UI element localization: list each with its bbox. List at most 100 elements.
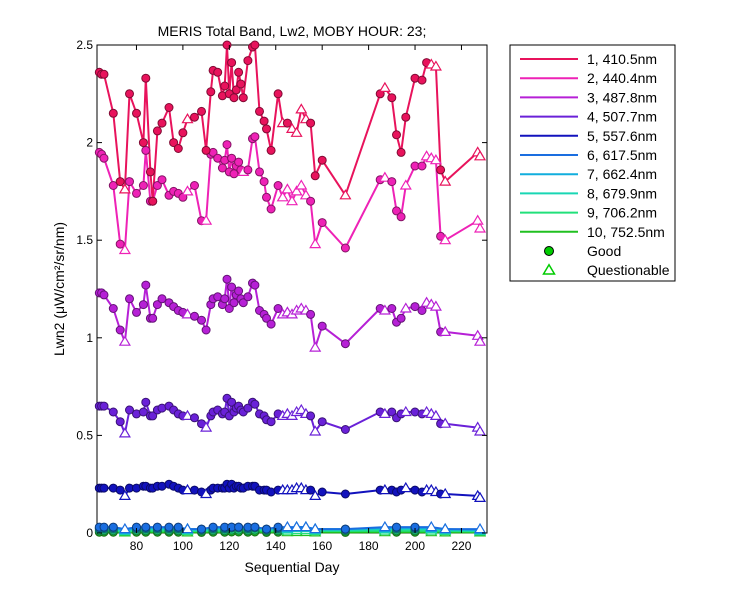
plot-area: 80 100 120 140 160 180 200 220 0 0.5 1 1.5 2 2.5 — [76, 38, 488, 553]
questionable-point — [429, 300, 442, 311]
good-point — [132, 307, 141, 317]
good-point — [173, 144, 183, 153]
good-point — [201, 145, 211, 155]
good-point — [259, 177, 269, 187]
questionable-point — [399, 405, 412, 417]
good-point — [157, 118, 167, 128]
questionable-point — [473, 425, 487, 436]
good-point — [227, 58, 237, 68]
good-point — [99, 522, 109, 532]
good-point — [224, 304, 234, 313]
good-point — [238, 93, 248, 103]
good-point — [282, 118, 292, 128]
questionable-point — [200, 421, 213, 432]
good-point — [243, 165, 253, 175]
good-point — [138, 300, 148, 310]
good-point — [317, 218, 327, 228]
good-point — [173, 522, 183, 532]
good-point — [238, 298, 248, 308]
good-point — [317, 155, 327, 165]
good-point — [99, 153, 109, 163]
good-point — [208, 522, 218, 532]
y-tick-label: 1 — [86, 331, 93, 345]
good-point — [197, 524, 206, 534]
questionable-point — [290, 126, 303, 137]
good-point — [141, 280, 151, 290]
good-point — [152, 300, 162, 310]
x-tick-label: 180 — [359, 539, 379, 553]
good-point — [99, 69, 109, 79]
questionable-point — [181, 522, 194, 534]
questionable-point — [295, 179, 308, 190]
good-point — [306, 309, 316, 319]
good-point — [266, 319, 276, 329]
good-point — [227, 153, 237, 163]
questionable-point — [181, 113, 194, 124]
y-tick-label: 0.5 — [76, 428, 93, 442]
good-point — [169, 138, 179, 148]
good-point — [152, 181, 162, 190]
good-point — [266, 145, 276, 155]
questionable-point — [200, 214, 213, 225]
legend-good-label: Good — [587, 243, 621, 259]
good-point — [157, 294, 167, 304]
questionable-point — [473, 522, 487, 534]
legend-label-9: 9, 706.2nm — [587, 205, 657, 221]
good-point — [273, 304, 283, 313]
questionable-point — [285, 195, 299, 206]
questionable-point — [118, 489, 131, 500]
questionable-point — [439, 325, 452, 336]
questionable-point — [299, 189, 312, 200]
good-point — [108, 522, 118, 532]
good-point — [145, 167, 155, 177]
good-point — [222, 274, 232, 284]
y-tick-label: 2 — [86, 136, 93, 150]
good-point — [273, 89, 283, 99]
legend-items: 1, 410.5nm 2, 440.4nm 3, 487.8nm 4, 507.7nm… — [520, 51, 670, 278]
good-point — [417, 161, 427, 171]
good-point — [227, 397, 237, 407]
good-point — [317, 487, 327, 497]
good-point — [148, 411, 158, 421]
good-point — [99, 483, 109, 493]
good-point — [436, 165, 446, 175]
good-point — [255, 167, 264, 177]
x-tick-label: 160 — [312, 539, 332, 553]
good-point — [250, 40, 260, 50]
good-point — [125, 177, 134, 187]
good-point — [115, 485, 125, 495]
good-point — [392, 522, 401, 532]
good-point — [310, 171, 320, 181]
questionable-point — [473, 222, 487, 233]
legend-label-7: 7, 662.4nm — [587, 166, 657, 182]
good-point — [262, 524, 271, 534]
questionable-point — [439, 522, 452, 534]
legend-label-8: 8, 679.9nm — [587, 185, 657, 201]
good-point — [157, 175, 167, 185]
good-point — [138, 407, 148, 417]
questionable-point — [309, 341, 322, 352]
x-tick-label: 80 — [130, 539, 144, 553]
good-point — [250, 522, 260, 532]
good-point — [190, 311, 199, 321]
good-point — [262, 124, 271, 134]
legend: 1, 410.5nm 2, 440.4nm 3, 487.8nm 4, 507.7nm… — [509, 44, 676, 282]
good-point — [115, 239, 125, 249]
good-point — [266, 204, 276, 214]
good-point — [148, 313, 158, 323]
questionable-point — [425, 520, 438, 532]
good-point — [141, 397, 151, 407]
questionable-point — [429, 409, 442, 420]
questionable-point — [439, 175, 452, 186]
questionable-point — [378, 304, 391, 315]
good-point — [231, 85, 241, 95]
good-point — [108, 407, 118, 417]
good-point — [266, 417, 276, 427]
good-point — [164, 103, 174, 112]
good-point — [340, 425, 350, 434]
good-point — [306, 485, 316, 495]
good-point — [234, 286, 244, 296]
questionable-point — [309, 425, 322, 436]
good-point — [234, 157, 244, 167]
